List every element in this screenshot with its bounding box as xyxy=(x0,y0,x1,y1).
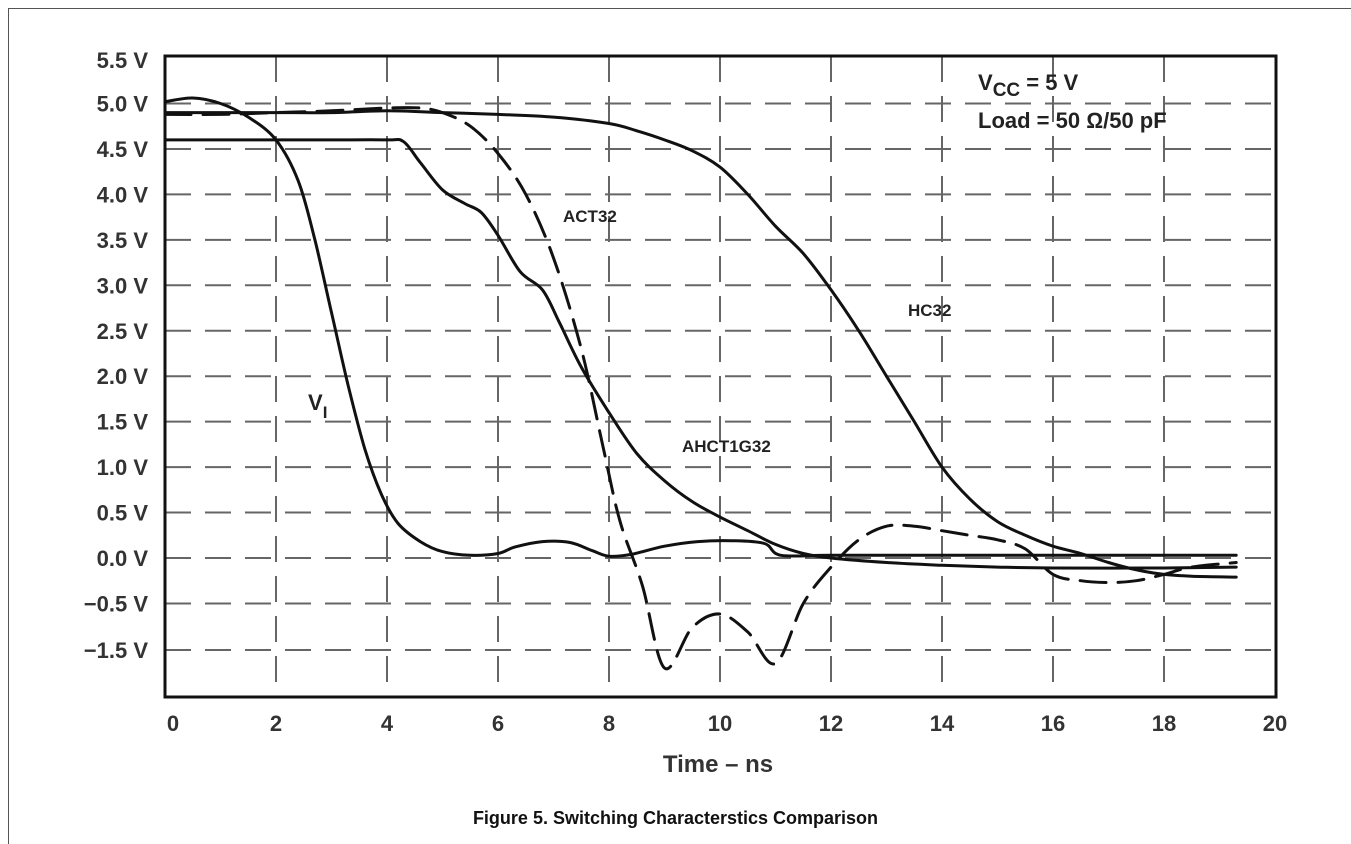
series-line-act32 xyxy=(163,106,1238,671)
plot-area-border xyxy=(163,54,1278,699)
x-tick-label: 2 xyxy=(270,711,282,736)
x-tick-label: 6 xyxy=(492,711,504,736)
y-tick-label: 5.5 V xyxy=(97,48,149,73)
y-tick-label: 2.5 V xyxy=(97,319,149,344)
x-tick-label: 12 xyxy=(819,711,843,736)
x-tick-label: 4 xyxy=(381,711,394,736)
y-tick-label: 3.0 V xyxy=(97,273,149,298)
y-tick-label: 2.0 V xyxy=(97,364,149,389)
x-axis-ticks: 0 2 4 6 8 10 12 14 16 18 20 xyxy=(167,711,1287,736)
x-tick-label: 14 xyxy=(930,711,955,736)
load-label: Load = 50 Ω/50 pF xyxy=(978,108,1167,133)
y-tick-label: 1.5 V xyxy=(97,410,149,435)
frame-border-top xyxy=(8,8,1351,9)
y-axis-ticks: 5.5 V 5.0 V 4.5 V 4.0 V 3.5 V 3.0 V 2.5 V 2.0 V… xyxy=(84,48,149,663)
series-label-ahct1g32: AHCT1G32 xyxy=(682,437,771,456)
y-tick-label: 4.0 V xyxy=(97,182,149,207)
vcc-annotation: VCC = 5 V Load = 50 Ω/50 pF xyxy=(978,70,1167,133)
y-tick-label: 0.5 V xyxy=(97,501,149,526)
series-line-hc32 xyxy=(163,109,1238,579)
series-group xyxy=(163,96,1238,671)
figure-caption: Figure 5. Switching Characterstics Compa… xyxy=(472,808,879,828)
series-line-v xyxy=(163,96,1238,558)
y-tick-label: −0.5 V xyxy=(84,591,149,616)
x-tick-label: 20 xyxy=(1263,711,1287,736)
y-tick-label: 1.0 V xyxy=(97,455,149,480)
y-tick-label: −1.5 V xyxy=(84,638,149,663)
y-tick-label: 4.5 V xyxy=(97,137,149,162)
x-tick-label: 18 xyxy=(1152,711,1176,736)
series-label-act32: ACT32 xyxy=(563,207,617,226)
y-tick-label: 0.0 V xyxy=(97,546,149,571)
x-tick-label: 16 xyxy=(1041,711,1065,736)
x-tick-label: 10 xyxy=(708,711,732,736)
x-axis-title: Time – ns xyxy=(663,751,773,778)
vcc-label: VCC = 5 V xyxy=(978,70,1079,101)
x-tick-label: 0 xyxy=(167,711,179,736)
series-label-hc32: HC32 xyxy=(908,301,951,320)
grid xyxy=(165,56,1276,697)
series-label-vi: VI xyxy=(308,390,327,422)
x-tick-label: 8 xyxy=(603,711,615,736)
frame-border-left xyxy=(8,8,9,844)
y-tick-label: 5.0 V xyxy=(97,92,149,117)
series-line-ahct1g32 xyxy=(163,137,1238,570)
y-tick-label: 3.5 V xyxy=(97,228,149,253)
